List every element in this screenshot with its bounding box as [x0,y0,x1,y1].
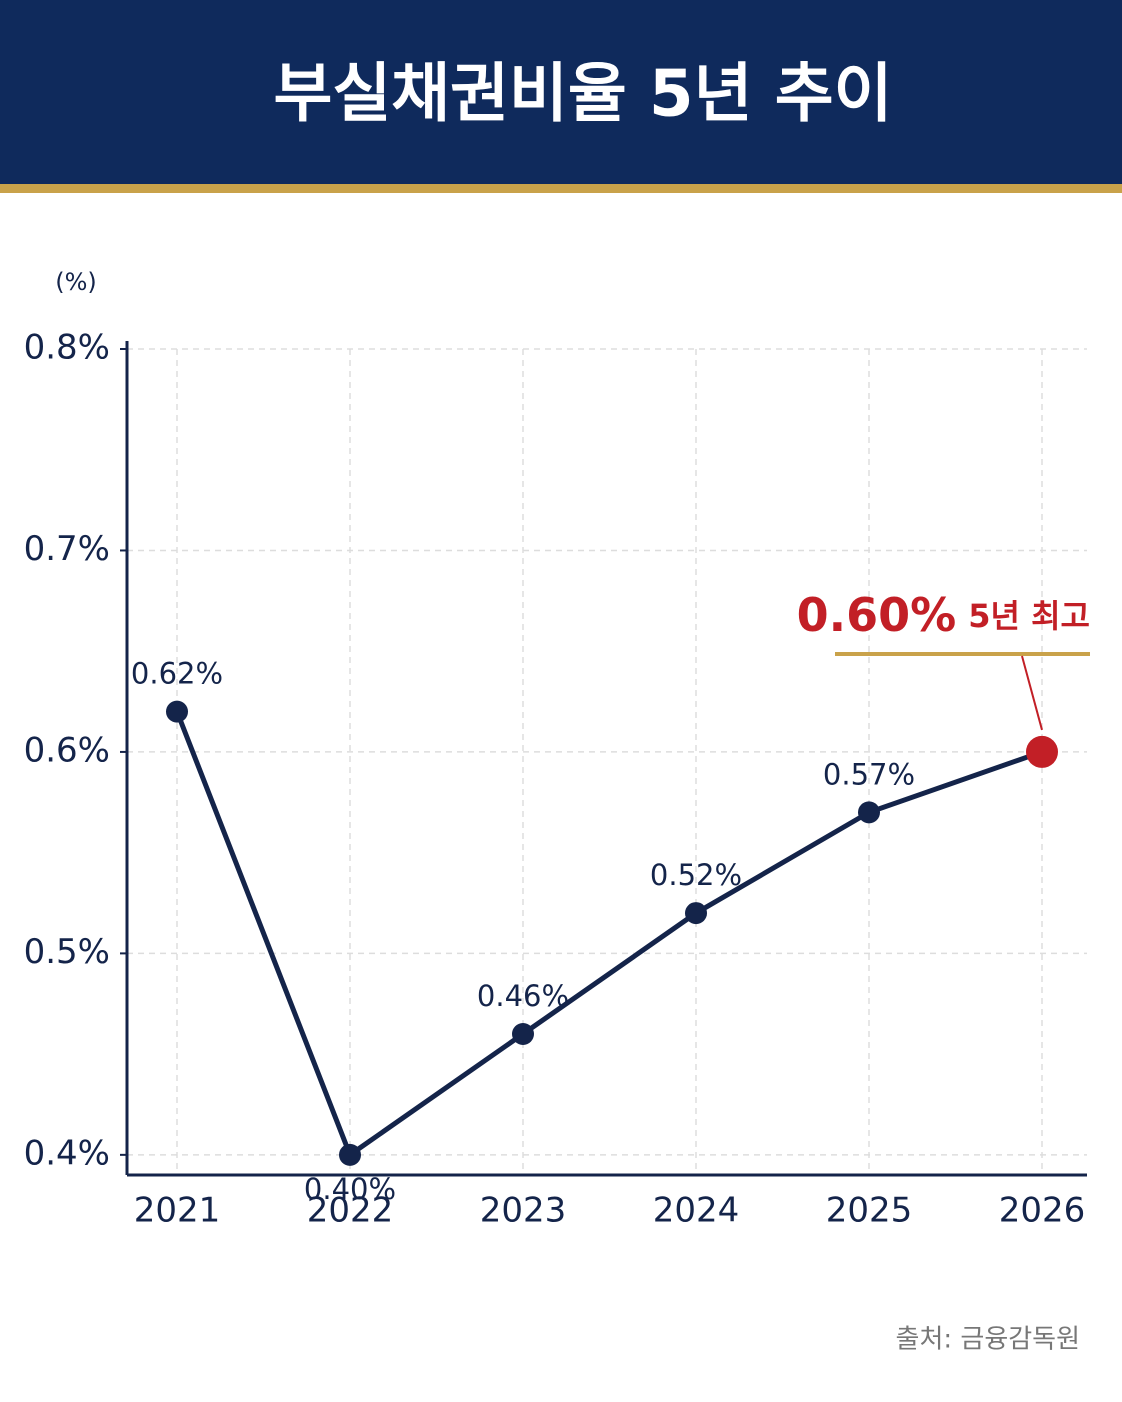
data-label: 0.57% [823,757,915,791]
y-tick-label: 0.5% [24,932,110,972]
y-axis-label: (%) [55,268,97,296]
x-tick-label: 2024 [653,1191,740,1231]
y-tick-label: 0.4% [24,1133,110,1173]
highlight-point [1026,735,1058,768]
x-tick-label: 2021 [134,1191,221,1231]
point [858,801,880,824]
point [166,700,188,723]
point [685,902,707,925]
highlight-leader [1021,655,1043,731]
highlight-annotation: 0.60% 5년 최고 [797,588,1090,642]
source: 출처: 금융감독원 [896,1325,1080,1355]
point [339,1143,361,1166]
header [0,0,1122,184]
data-label: 0.62% [131,657,223,691]
highlight-text: 5년 최고 [968,597,1090,635]
data-label: 0.40% [304,1172,396,1206]
x-tick-label: 2026 [999,1191,1086,1231]
x-tick-label: 2023 [480,1191,567,1231]
y-tick-label: 0.8% [24,328,110,368]
highlight-value: 0.60% [797,588,957,642]
chart-title: 부실채권비율 5년 추이 [273,58,892,132]
y-tick-label: 0.7% [24,529,110,569]
y-tick-label: 0.6% [24,730,110,770]
data-label: 0.46% [477,979,569,1013]
point [512,1022,534,1045]
x-tick-label: 2022 [307,1191,394,1231]
data-label: 0.52% [650,858,742,892]
x-tick-label: 2025 [826,1191,913,1231]
line [174,710,1043,1158]
header-stripe [0,184,1122,193]
